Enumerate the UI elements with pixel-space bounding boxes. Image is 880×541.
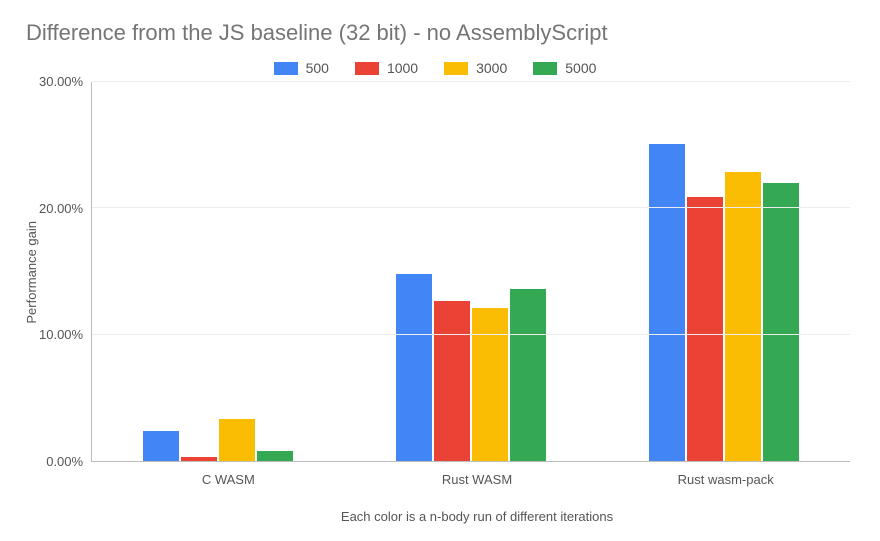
legend-item-2: 3000 (444, 60, 507, 76)
bar-group (597, 82, 850, 461)
bar (725, 172, 761, 461)
legend-item-0: 500 (274, 60, 329, 76)
bar-group (92, 82, 345, 461)
legend-swatch-2 (444, 62, 468, 75)
x-axis-ticks: C WASM Rust WASM Rust wasm-pack (104, 462, 850, 487)
legend: 500 1000 3000 5000 (20, 60, 850, 76)
bar (143, 431, 179, 461)
gridline (92, 81, 850, 82)
bar (472, 308, 508, 461)
legend-item-1: 1000 (355, 60, 418, 76)
legend-swatch-0 (274, 62, 298, 75)
legend-item-3: 5000 (533, 60, 596, 76)
bar (510, 289, 546, 461)
bar (257, 451, 293, 461)
legend-label-3: 5000 (565, 60, 596, 76)
bar (763, 183, 799, 461)
gridline (92, 207, 850, 208)
x-axis-label: Each color is a n-body run of different … (104, 509, 850, 524)
plot-area (91, 82, 850, 462)
legend-swatch-1 (355, 62, 379, 75)
y-axis-ticks: 30.00% 20.00% 10.00% 0.00% (39, 82, 91, 462)
y-axis-label: Performance gain (20, 221, 39, 324)
chart-title: Difference from the JS baseline (32 bit)… (26, 20, 850, 46)
legend-label-0: 500 (306, 60, 329, 76)
legend-swatch-3 (533, 62, 557, 75)
bar (219, 419, 255, 461)
bar (396, 274, 432, 461)
bar-groups (92, 82, 850, 461)
bar (434, 301, 470, 461)
x-tick-0: C WASM (104, 462, 353, 487)
legend-label-2: 3000 (476, 60, 507, 76)
x-tick-2: Rust wasm-pack (601, 462, 850, 487)
bar (181, 457, 217, 461)
legend-label-1: 1000 (387, 60, 418, 76)
gridline (92, 334, 850, 335)
chart-root: Difference from the JS baseline (32 bit)… (0, 0, 880, 541)
plot-wrap: Performance gain 30.00% 20.00% 10.00% 0.… (20, 82, 850, 462)
bar-group (345, 82, 598, 461)
bar (649, 144, 685, 461)
x-tick-1: Rust WASM (353, 462, 602, 487)
bar (687, 197, 723, 461)
